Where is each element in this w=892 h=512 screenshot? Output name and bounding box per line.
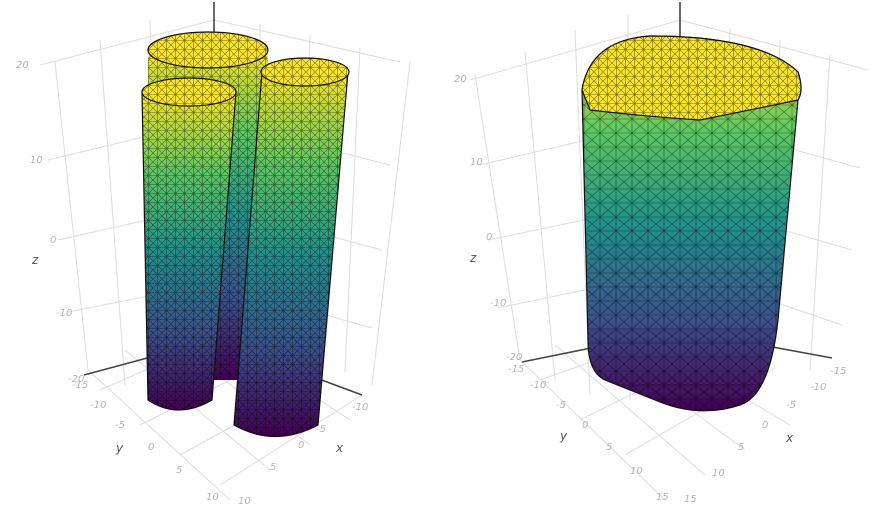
svg-text:-10: -10 [490, 298, 506, 309]
left-cylinder-front [141, 77, 237, 411]
svg-text:0: 0 [762, 420, 768, 431]
left-cylinder-right [233, 57, 350, 438]
svg-text:0: 0 [148, 442, 154, 453]
svg-text:5: 5 [606, 442, 612, 453]
svg-text:10: 10 [470, 157, 483, 168]
svg-text:-5: -5 [786, 400, 796, 411]
left-y-axis-label: y [115, 441, 124, 455]
svg-text:10: 10 [630, 466, 643, 477]
svg-text:10: 10 [206, 492, 219, 503]
right-y-axis-label: y [559, 429, 568, 443]
svg-text:0: 0 [50, 235, 56, 246]
right-x-ticks: -15 -10 -5 0 5 10 15 x [684, 366, 846, 505]
right-merged-solid [581, 35, 802, 412]
svg-text:-10: -10 [90, 400, 106, 411]
svg-text:20: 20 [454, 74, 467, 85]
svg-text:0: 0 [582, 420, 588, 431]
left-z-ticks: 20 10 0 -10 -20 z [16, 60, 84, 385]
svg-text:10: 10 [238, 496, 251, 507]
left-3d-scene[interactable]: 20 10 0 -10 -20 z -15 -10 -5 0 5 10 y -1… [16, 2, 411, 507]
svg-text:-20: -20 [68, 374, 84, 385]
svg-text:-10: -10 [352, 402, 368, 413]
svg-text:0: 0 [486, 232, 492, 243]
left-x-ticks: -10 -5 0 5 10 x [238, 402, 368, 507]
svg-text:15: 15 [684, 494, 697, 505]
svg-text:5: 5 [176, 465, 182, 476]
svg-text:20: 20 [16, 60, 29, 71]
svg-text:-10: -10 [810, 382, 826, 393]
svg-text:-15: -15 [830, 366, 846, 377]
right-z-ticks: 20 10 0 -10 -20 z [454, 74, 522, 363]
right-z-axis-label: z [469, 251, 477, 265]
right-y-ticks: -15 -10 -5 0 5 10 15 y [508, 364, 669, 503]
svg-text:10: 10 [30, 155, 43, 166]
svg-text:-5: -5 [556, 400, 566, 411]
left-x-axis-label: x [335, 441, 344, 455]
svg-text:10: 10 [712, 468, 725, 479]
svg-text:-10: -10 [530, 380, 546, 391]
svg-text:5: 5 [738, 442, 744, 453]
svg-text:-15: -15 [72, 380, 88, 391]
svg-text:15: 15 [656, 492, 669, 503]
svg-text:-10: -10 [56, 308, 72, 319]
svg-text:0: 0 [298, 440, 304, 451]
svg-text:-5: -5 [316, 424, 326, 435]
left-z-axis-label: z [31, 253, 39, 267]
left-y-ticks: -15 -10 -5 0 5 10 y [72, 380, 219, 503]
svg-text:-5: -5 [115, 420, 125, 431]
svg-text:-20: -20 [506, 352, 522, 363]
svg-text:-15: -15 [508, 364, 524, 375]
right-3d-scene[interactable]: 20 10 0 -10 -20 z -15 -10 -5 0 5 10 15 y… [454, 2, 869, 505]
right-x-axis-label: x [785, 431, 794, 445]
svg-text:5: 5 [270, 462, 276, 473]
